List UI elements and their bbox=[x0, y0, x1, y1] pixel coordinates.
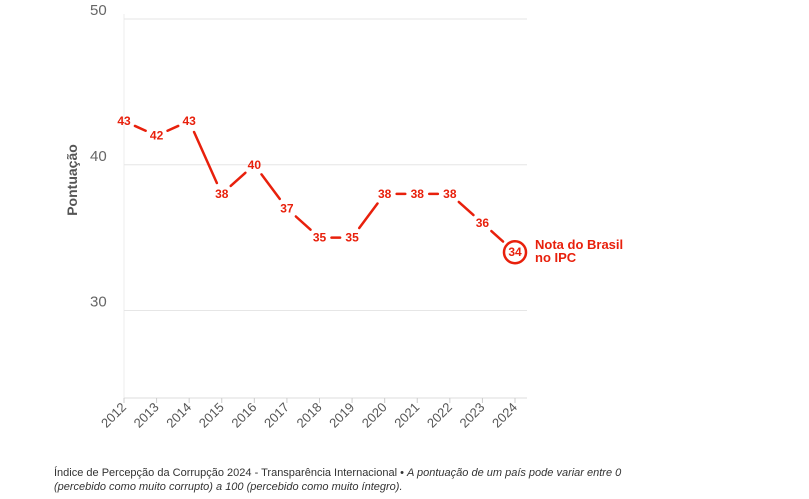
source-text: Índice de Percepção da Corrupção 2024 - … bbox=[54, 467, 404, 479]
x-tick-label: 2024 bbox=[489, 400, 520, 431]
data-label: 38 bbox=[411, 187, 425, 201]
data-label: 36 bbox=[476, 216, 490, 230]
line-segment bbox=[358, 202, 379, 230]
data-label: 35 bbox=[345, 231, 359, 245]
data-label: 43 bbox=[182, 114, 196, 128]
x-tick-label: 2019 bbox=[326, 400, 357, 431]
grid-lines bbox=[123, 14, 527, 399]
note-text: A pontuação de um país pode variar entre… bbox=[54, 467, 622, 493]
data-labels: 43 42 43 38 40 37 35 35 38 38 38 36 34 bbox=[117, 114, 522, 259]
line-segment bbox=[133, 124, 147, 132]
data-label: 38 bbox=[378, 187, 392, 201]
y-tick-label: 30 bbox=[90, 294, 107, 311]
x-tick-label: 2016 bbox=[228, 400, 259, 431]
y-tick-label: 50 bbox=[90, 2, 107, 19]
x-axis-ticks: 2012 2013 2014 2015 2016 2017 2018 2019 2020 2021… bbox=[98, 398, 520, 431]
x-tick-label: 2021 bbox=[391, 400, 422, 431]
data-label: 38 bbox=[215, 187, 229, 201]
line-segment bbox=[457, 200, 475, 217]
data-label: 37 bbox=[280, 202, 294, 216]
x-tick-label: 2015 bbox=[196, 400, 227, 431]
line-segment bbox=[192, 130, 219, 185]
y-axis-ticks: 30 40 50 bbox=[90, 2, 107, 311]
line-segment bbox=[260, 173, 281, 201]
line-segment bbox=[490, 229, 505, 243]
x-tick-label: 2014 bbox=[163, 400, 194, 431]
x-tick-label: 2022 bbox=[424, 400, 455, 431]
line-segment bbox=[166, 124, 180, 132]
callout-line: Nota do Brasil bbox=[535, 237, 623, 252]
x-tick-label: 2018 bbox=[294, 400, 325, 431]
highlight-circle bbox=[502, 239, 528, 265]
footer: Índice de Percepção da Corrupção 2024 - … bbox=[54, 466, 674, 494]
line-segment bbox=[229, 171, 247, 188]
y-axis-label: Pontuação bbox=[64, 144, 80, 216]
callout-line: no IPC bbox=[535, 250, 577, 265]
data-label: 42 bbox=[150, 129, 164, 143]
x-tick-label: 2023 bbox=[456, 400, 487, 431]
y-tick-label: 40 bbox=[90, 148, 107, 165]
data-label: 35 bbox=[313, 231, 327, 245]
line-segment bbox=[294, 215, 312, 231]
data-label: 38 bbox=[443, 187, 457, 201]
x-tick-label: 2017 bbox=[261, 400, 292, 431]
data-label: 40 bbox=[248, 158, 262, 172]
x-tick-label: 2020 bbox=[359, 400, 390, 431]
x-tick-label: 2013 bbox=[131, 400, 162, 431]
data-label: 34 bbox=[508, 245, 522, 259]
series-line bbox=[133, 124, 528, 265]
data-label: 43 bbox=[117, 114, 131, 128]
x-tick-label: 2012 bbox=[98, 400, 129, 431]
